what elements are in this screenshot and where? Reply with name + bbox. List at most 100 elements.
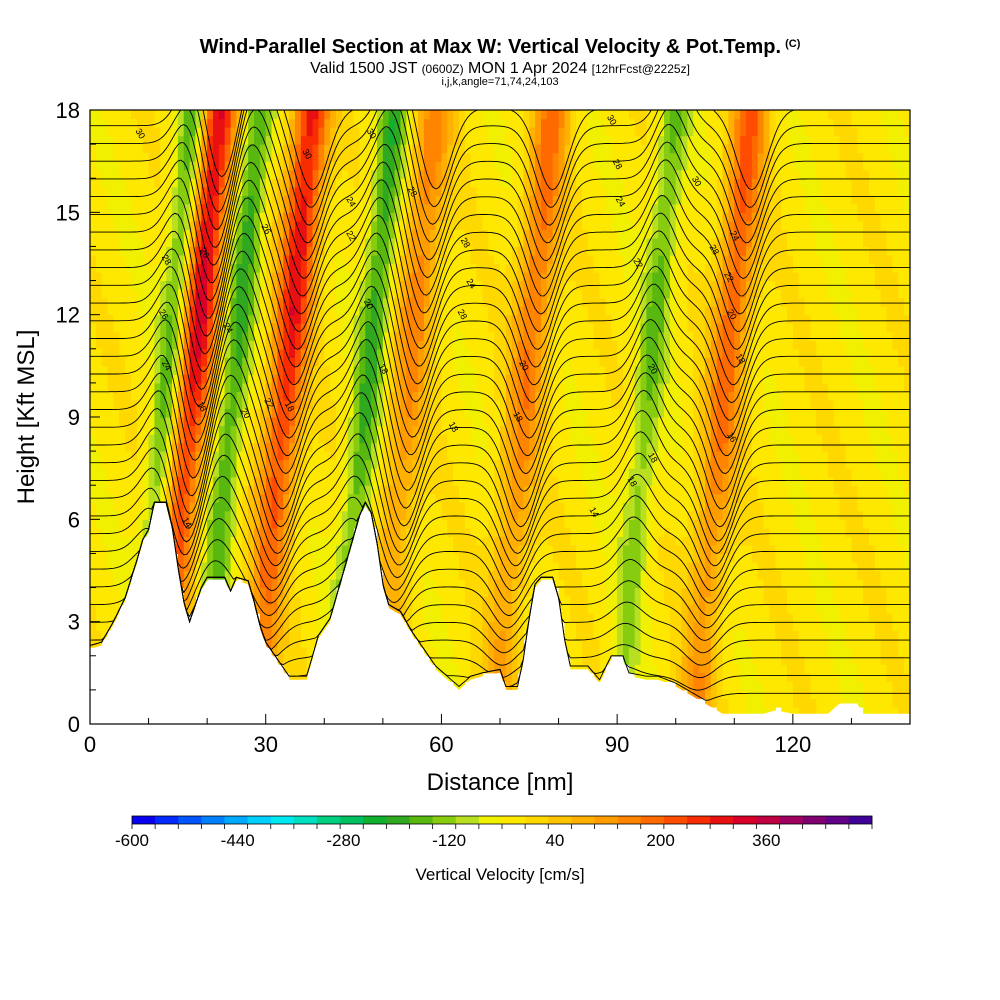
contour-label: 18 xyxy=(195,400,209,414)
theta-isoline xyxy=(90,141,910,280)
contour-label: 24 xyxy=(221,321,235,335)
theta-isoline xyxy=(202,110,796,191)
colorbar-swatch xyxy=(663,816,688,824)
colorbar-swatch xyxy=(132,816,156,824)
chart-title: Wind-Parallel Section at Max W: Vertical… xyxy=(199,36,801,58)
x-tick-label: 60 xyxy=(429,732,453,757)
contour-label: 18 xyxy=(377,362,391,376)
y-tick-label: 18 xyxy=(56,98,80,123)
theta-isoline xyxy=(90,501,910,629)
colorbar-title: Vertical Velocity [cm/s] xyxy=(415,865,584,884)
contour-label: 26 xyxy=(157,308,171,322)
contour-label: 30 xyxy=(690,174,704,188)
colorbar-swatch xyxy=(502,816,526,824)
contour-label: 24 xyxy=(160,359,174,373)
colorbar-swatch xyxy=(455,816,480,824)
theta-isoline xyxy=(90,495,910,592)
colorbar-swatch xyxy=(525,816,549,824)
colorbar-swatch xyxy=(802,816,827,824)
x-tick-label: 90 xyxy=(605,732,629,757)
colorbar-swatch xyxy=(178,816,202,824)
copyright-mark: (C) xyxy=(785,38,801,50)
colorbar-swatch xyxy=(687,816,711,824)
theta-isoline xyxy=(90,501,910,641)
contour-label: 24 xyxy=(728,229,742,243)
contour-label: 24 xyxy=(614,195,628,209)
colorbar-label: 40 xyxy=(545,831,564,850)
theta-isoline xyxy=(90,123,910,262)
y-axis-title: Height [Kft MSL] xyxy=(13,330,40,505)
contour-label: 28 xyxy=(611,157,625,171)
axes: 0 30 60 90 120 0 3 6 9 12 15 18 xyxy=(56,98,911,757)
contour-label: 18 xyxy=(734,352,748,366)
contour-labels: 30 28 26 24 26 24 18 20 22 18 26 30 30 24 22 20 18 28 28 24… xyxy=(134,113,748,529)
colorbar-swatch xyxy=(756,816,780,824)
theta-isoline xyxy=(90,177,910,315)
theta-isoline xyxy=(90,410,910,542)
colorbar-swatch xyxy=(640,816,665,824)
theta-isoline xyxy=(90,110,910,226)
colorbar-label: -120 xyxy=(432,831,466,850)
theta-isoline xyxy=(90,501,910,617)
colorbar-label: 200 xyxy=(646,831,674,850)
chart-indices: i,j,k,angle=71,74,24,103 xyxy=(441,76,559,88)
theta-isoline xyxy=(90,283,910,421)
colorbar-swatch xyxy=(710,816,734,824)
contour-label: 22 xyxy=(262,396,276,410)
contour-label: 30 xyxy=(365,127,379,141)
theta-isoline xyxy=(90,212,910,350)
contour-label: 16 xyxy=(725,430,739,444)
contour-label: 20 xyxy=(517,359,531,373)
theta-isoline xyxy=(90,159,910,297)
y-tick-label: 9 xyxy=(68,405,80,430)
x-tick-label: 0 xyxy=(84,732,96,757)
theta-isoline xyxy=(90,195,910,332)
colorbar-label: -280 xyxy=(326,831,360,850)
contour-label: 18 xyxy=(511,410,525,424)
valid-utc: (0600Z) xyxy=(421,62,464,76)
colorbar-swatch xyxy=(201,816,225,824)
colorbar-swatch xyxy=(617,816,642,824)
theta-isoline xyxy=(90,110,910,208)
theta-isoline xyxy=(90,389,910,528)
colorbar-swatch xyxy=(548,816,572,824)
contour-label: 24 xyxy=(464,277,478,291)
y-tick-label: 6 xyxy=(68,507,80,532)
colorbar-swatch xyxy=(571,816,595,824)
contour-label: 26 xyxy=(198,246,212,260)
contour-label: 18 xyxy=(646,451,660,465)
y-tick-label: 3 xyxy=(68,610,80,635)
contour-label: 24 xyxy=(344,195,358,209)
chart-subtitle: Valid 1500 JST (0600Z) MON 1 Apr 2024 [1… xyxy=(310,60,690,77)
theta-isoline xyxy=(90,501,910,604)
contour-label: 28 xyxy=(708,243,722,257)
y-tick-label: 0 xyxy=(68,712,80,737)
contour-label: 28 xyxy=(456,308,470,322)
forecast-tag: [12hrFcst@2225z] xyxy=(591,62,690,76)
colorbar-swatch xyxy=(293,816,318,824)
colorbar-swatch xyxy=(224,816,248,824)
theta-isoline xyxy=(90,110,910,244)
contour-label: 30 xyxy=(134,127,148,141)
colorbar-swatch xyxy=(270,816,295,824)
x-tick-label: 120 xyxy=(774,732,811,757)
terrain xyxy=(90,505,910,724)
colorbar-swatch xyxy=(779,816,803,824)
colorbar-swatch xyxy=(247,816,272,824)
theta-isoline xyxy=(90,301,910,439)
contour-label: 20 xyxy=(239,406,253,420)
colorbar-swatch xyxy=(409,816,433,824)
colorbar-label: 360 xyxy=(752,831,780,850)
colorbar-swatch xyxy=(363,816,387,824)
theta-isoline xyxy=(90,265,910,404)
x-axis-title: Distance [nm] xyxy=(427,769,574,796)
contour-label: 28 xyxy=(160,253,174,267)
contour-label: 20 xyxy=(725,308,739,322)
colorbar-swatch xyxy=(317,816,341,824)
theta-isoline xyxy=(90,452,910,567)
contour-label: 30 xyxy=(300,147,314,161)
y-tick-label: 12 xyxy=(56,303,80,328)
colorbar-swatch xyxy=(340,816,364,824)
theta-isoline xyxy=(90,319,910,457)
